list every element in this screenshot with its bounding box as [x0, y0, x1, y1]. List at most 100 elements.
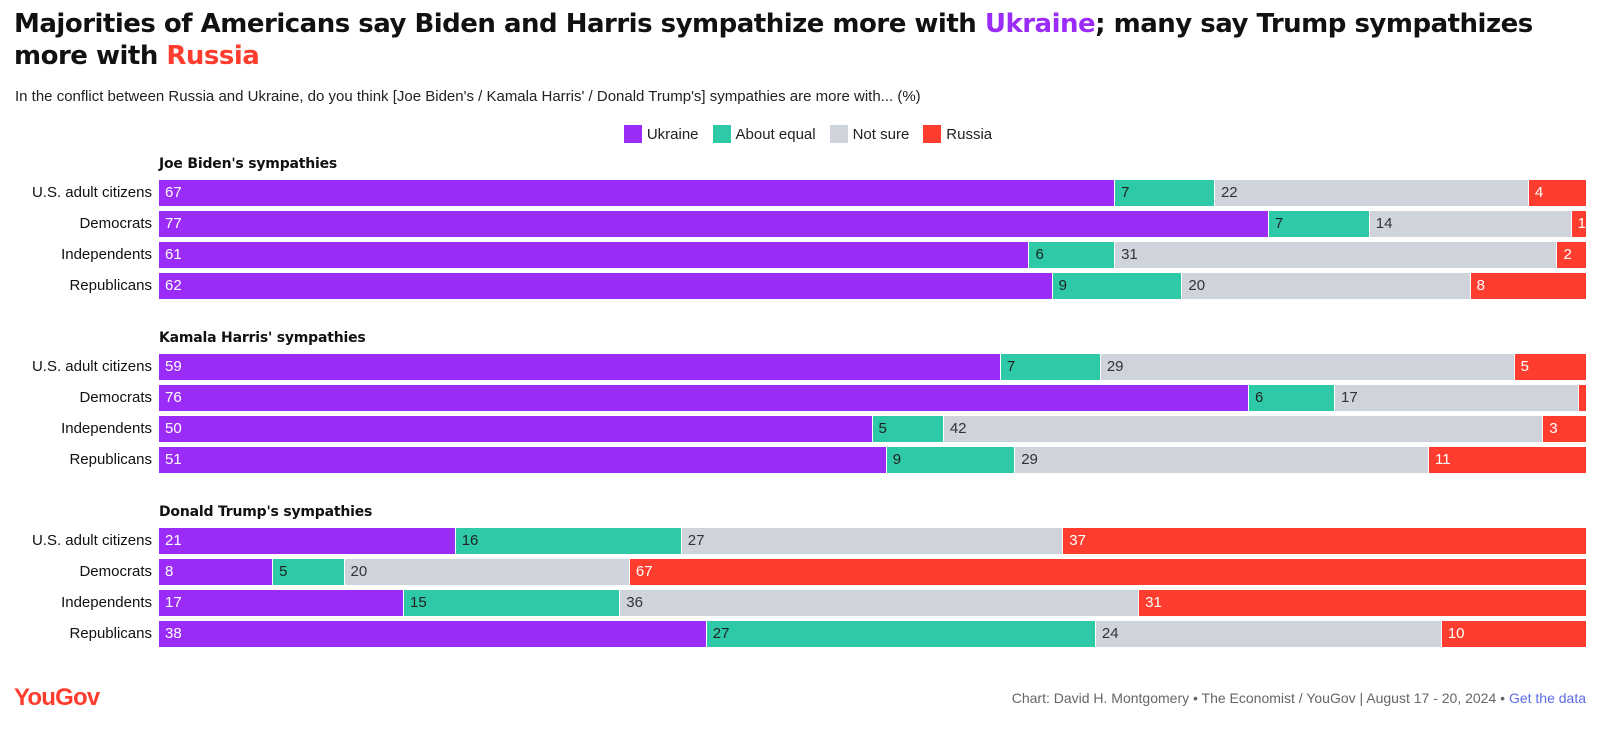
data-label: 1 [1577, 215, 1586, 232]
data-label: 9 [892, 451, 902, 468]
legend-label-not-sure: Not sure [852, 125, 910, 143]
legend-item-russia: Russia [923, 124, 992, 144]
bar-row-independents: 17 15 36 31 [159, 590, 1586, 616]
get-the-data-link[interactable]: Get the data [1508, 690, 1586, 706]
bar-row-independents: 50 5 42 3 [159, 416, 1586, 442]
data-label: 31 [1121, 246, 1138, 263]
bar-segment-russia [1543, 416, 1586, 442]
panel-title-1: Joe Biden's sympathies [159, 156, 338, 172]
bar-segment-russia [1470, 273, 1586, 299]
data-label: 24 [1101, 625, 1119, 642]
bar-segment-not-sure [344, 559, 629, 585]
data-label: 7 [1274, 215, 1284, 232]
data-label: 11 [1435, 451, 1451, 468]
data-label: 51 [165, 451, 182, 468]
bar-segment-russia [1514, 354, 1586, 380]
bar-segment-russia [1441, 621, 1586, 647]
bar-segment-not-sure [943, 416, 1543, 442]
bar-segment-ukraine [159, 180, 1115, 206]
data-label: 20 [350, 563, 368, 580]
bar-row-democrats: 77 7 14 1 [159, 211, 1586, 237]
data-label: 7 [1121, 184, 1130, 201]
data-label: 7 [1006, 358, 1016, 375]
data-label: 17 [1341, 389, 1358, 406]
bar-segment-ukraine [159, 447, 886, 473]
data-label: 38 [165, 625, 182, 642]
bar-segment-about-equal [1115, 180, 1214, 206]
data-label: 29 [1106, 358, 1124, 375]
bar-segment-about-equal [1052, 273, 1182, 299]
row-label-u-s-adult-citizens: U.S. adult citizens [31, 532, 152, 549]
bar-segment-russia [1571, 211, 1586, 237]
legend-label-ukraine: Ukraine [646, 125, 699, 143]
title-part-2: ; many say Trump sympathizes more with [14, 9, 1533, 71]
bar-segment-about-equal [886, 447, 1015, 473]
bar-segment-not-sure [620, 590, 1139, 616]
bar-segment-about-equal [1248, 385, 1335, 411]
title-part-1: Majorities of Americans say Biden and Ha… [14, 9, 985, 39]
data-label: 29 [1021, 451, 1038, 468]
legend-item-not-sure: Not sure [829, 124, 910, 144]
data-label: 50 [165, 420, 182, 437]
bar-row-u-s-adult-citizens: 67 7 22 4 [159, 180, 1586, 206]
credit-text: Chart: David H. Montgomery • The Economi… [1011, 690, 1509, 706]
legend-swatch-russia [923, 125, 942, 143]
row-label-democrats: Democrats [79, 563, 152, 580]
data-label: 4 [1534, 184, 1544, 201]
data-label: 42 [949, 420, 967, 437]
bar-segment-russia [629, 559, 1586, 585]
data-label: 15 [410, 594, 427, 611]
bar-row-u-s-adult-citizens: 21 16 27 37 [159, 528, 1586, 554]
bar-segment-about-equal [404, 590, 620, 616]
bar-segment-not-sure [1100, 354, 1514, 380]
data-label: 3 [1549, 420, 1558, 437]
bar-segment-about-equal [1029, 242, 1115, 268]
bar-segment-about-equal [706, 621, 1095, 647]
data-label: 67 [165, 184, 182, 201]
data-label: 5 [1520, 358, 1529, 375]
legend-swatch-not-sure [829, 125, 848, 143]
chart-title: Majorities of Americans say Biden and Ha… [14, 8, 1584, 72]
bar-segment-not-sure [681, 528, 1063, 554]
title-highlight-russia: Russia [166, 41, 260, 71]
bar-segment-not-sure [1214, 180, 1528, 206]
bar-segment-ukraine [159, 621, 706, 647]
data-label: 76 [165, 389, 182, 406]
panel-title-2: Kamala Harris' sympathies [159, 330, 366, 346]
row-label-independents: Independents [61, 420, 152, 437]
legend-label-russia: Russia [946, 125, 993, 143]
data-label: 16 [461, 532, 479, 549]
bar-segment-about-equal [273, 559, 344, 585]
bar-segment-about-equal [872, 416, 943, 442]
row-label-republicans: Republicans [69, 625, 152, 642]
bar-segment-ukraine [159, 559, 273, 585]
legend-swatch-ukraine [623, 125, 642, 143]
data-label: 20 [1188, 277, 1206, 294]
bar-row-independents: 61 6 31 2 [159, 242, 1586, 268]
bar-segment-not-sure [1115, 242, 1557, 268]
chart-subtitle: In the conflict between Russia and Ukrai… [15, 88, 921, 105]
data-label: 37 [1069, 532, 1086, 549]
legend-item-ukraine: Ukraine [623, 124, 699, 144]
data-label: 17 [165, 594, 182, 611]
bar-segment-russia [1578, 385, 1586, 411]
data-label: 27 [712, 625, 730, 642]
bar-segment-about-equal [1000, 354, 1100, 380]
bar-segment-ukraine [159, 385, 1248, 411]
bar-segment-about-equal [455, 528, 681, 554]
data-label: 77 [165, 215, 182, 232]
bar-segment-russia [1429, 447, 1586, 473]
bar-segment-not-sure [1015, 447, 1429, 473]
row-label-democrats: Democrats [79, 215, 152, 232]
data-label: 62 [165, 277, 182, 294]
data-label: 8 [1476, 277, 1486, 294]
data-label: 10 [1447, 625, 1465, 642]
bar-segment-ukraine [159, 354, 1000, 380]
data-label: 59 [165, 358, 182, 375]
row-label-independents: Independents [61, 246, 152, 263]
footer-credit: Chart: David H. Montgomery • The Economi… [1012, 690, 1586, 706]
bar-row-democrats: 76 6 17 [159, 385, 1586, 411]
data-label: 5 [279, 563, 288, 580]
bar-segment-ukraine [159, 273, 1052, 299]
row-label-democrats: Democrats [79, 389, 152, 406]
